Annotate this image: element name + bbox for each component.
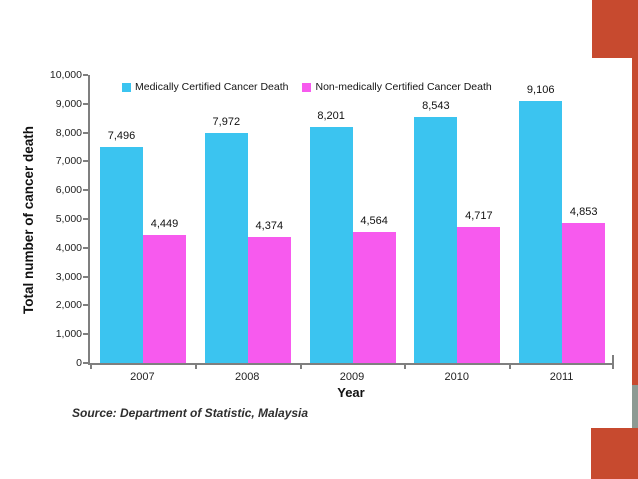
source-note: Source: Department of Statistic, Malaysi… <box>72 406 309 420</box>
y-axis-tick-label: 3,000 <box>55 270 82 283</box>
x-axis-tick <box>404 363 406 369</box>
legend-item-medically-certified: Medically Certified Cancer Death <box>122 81 288 93</box>
y-axis-tick <box>83 189 88 192</box>
value-label-non-medically-certified-2010: 4,717 <box>465 210 493 223</box>
value-label-non-medically-certified-2008: 4,374 <box>255 220 284 233</box>
x-axis-tick <box>509 363 511 369</box>
y-axis-tick-label: 0 <box>76 357 82 369</box>
y-axis-tick-label: 5,000 <box>55 213 82 225</box>
y-axis-tick <box>83 218 88 220</box>
y-axis-tick <box>83 362 88 364</box>
x-axis-tick-label: 2009 <box>339 371 365 383</box>
legend-label-medically-certified: Medically Certified Cancer Death <box>135 81 289 93</box>
value-label-medically-certified-2010: 8,543 <box>422 99 450 112</box>
y-axis-tick <box>83 275 88 278</box>
bar-non-medically-certified-2011 <box>562 223 606 363</box>
y-axis-tick-label: 7,000 <box>55 155 82 168</box>
legend-swatch-medically-certified-icon <box>122 82 131 92</box>
x-axis-right-tick <box>612 355 614 363</box>
bar-medically-certified-2009 <box>309 126 353 363</box>
x-axis-tick-label: 2011 <box>549 371 574 383</box>
bar-non-medically-certified-2009 <box>352 231 396 363</box>
bar-medically-certified-2011 <box>519 100 563 363</box>
bar-non-medically-certified-2008 <box>247 237 291 363</box>
legend-label-non-medically-certified: Non-medically Certified Cancer Death <box>315 81 492 93</box>
y-axis-tick-label: 9,000 <box>55 97 82 110</box>
bar-medically-certified-2008 <box>204 133 248 363</box>
y-axis-tick <box>83 246 88 249</box>
y-axis-tick-label: 1,000 <box>55 328 82 341</box>
bar-non-medically-certified-2007 <box>143 234 186 363</box>
y-axis-tick <box>83 131 88 134</box>
value-label-non-medically-certified-2011: 4,853 <box>569 206 598 219</box>
accent-top-right-rect <box>592 0 638 58</box>
x-axis-tick <box>612 363 614 369</box>
x-axis-tick <box>300 363 302 369</box>
y-axis-tick <box>83 102 88 105</box>
accent-right-edge-strip <box>632 58 638 385</box>
value-label-medically-certified-2007: 7,496 <box>107 130 136 143</box>
accent-grey-square <box>632 385 638 428</box>
y-axis-tick <box>83 333 88 336</box>
y-axis-tick <box>83 74 88 76</box>
x-axis-tick <box>90 363 92 369</box>
x-axis-tick-label: 2008 <box>234 371 260 383</box>
bar-non-medically-certified-2010 <box>457 227 501 363</box>
y-axis-tick-label: 2,000 <box>55 299 82 312</box>
x-axis-tick-label: 2010 <box>444 371 470 383</box>
accent-bottom-right-rect <box>591 428 638 479</box>
y-axis-tick <box>83 160 88 163</box>
bar-medically-certified-2010 <box>414 116 458 363</box>
x-axis-tick <box>195 363 197 369</box>
value-label-non-medically-certified-2007: 4,449 <box>150 217 179 230</box>
chart-legend: Medically Certified Cancer Death Non-med… <box>122 81 492 93</box>
value-label-non-medically-certified-2009: 4,564 <box>360 214 388 227</box>
y-axis-tick-label: 8,000 <box>55 126 82 139</box>
plot-area: Medically Certified Cancer Death Non-med… <box>83 74 614 383</box>
bar-medically-certified-2007 <box>100 147 143 363</box>
legend-swatch-non-medically-certified-icon <box>302 82 312 92</box>
x-axis-title: Year <box>337 385 365 400</box>
y-axis-tick-label: 4,000 <box>55 241 82 254</box>
x-axis-tick-label: 2007 <box>130 371 155 383</box>
y-axis-tick-label: 10,000 <box>49 69 82 81</box>
legend-item-non-medically-certified: Non-medically Certified Cancer Death <box>302 81 492 93</box>
y-axis-tick <box>83 304 88 307</box>
value-label-medically-certified-2009: 8,201 <box>317 109 345 122</box>
value-label-medically-certified-2011: 9,106 <box>526 83 555 96</box>
y-axis-tick-label: 6,000 <box>55 184 82 197</box>
value-label-medically-certified-2008: 7,972 <box>212 116 241 129</box>
